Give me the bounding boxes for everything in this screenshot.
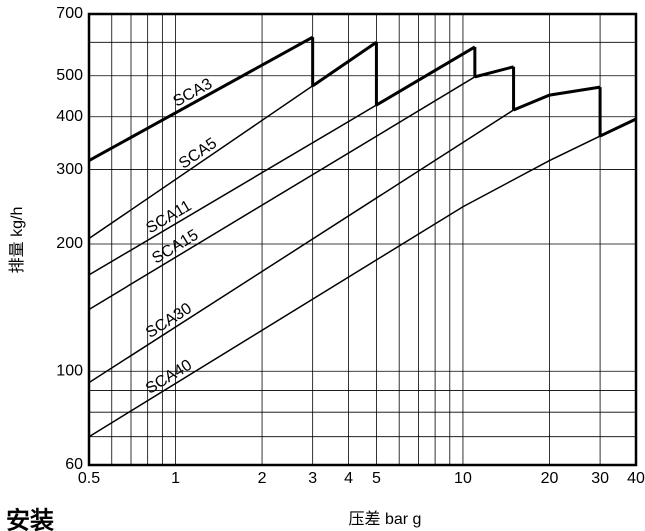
- x-tick-label: 3: [308, 470, 317, 487]
- x-tick-label: 0.5: [78, 470, 100, 487]
- series-line: [88, 118, 637, 438]
- y-axis-title: 排量 kg/h: [8, 207, 26, 274]
- plot-frame: [87, 12, 638, 467]
- x-tick-label: 10: [454, 470, 472, 487]
- x-tick-label: 20: [541, 470, 559, 487]
- x-tick-label: 2: [258, 470, 267, 487]
- y-tick-label: 60: [65, 456, 83, 473]
- envelope-line: [88, 35, 314, 162]
- y-tick-label: 200: [56, 235, 83, 252]
- envelope-line: [375, 45, 476, 107]
- y-tick-label: 100: [56, 362, 83, 379]
- envelope-line: [512, 85, 601, 112]
- envelope-line: [474, 65, 514, 79]
- x-tick-label: 30: [591, 470, 609, 487]
- section-heading: 安装: [6, 506, 54, 531]
- x-tick-label: 5: [372, 470, 381, 487]
- x-tick-label: 40: [627, 470, 645, 487]
- x-axis-title: 压差 bar g: [349, 510, 422, 528]
- series-line: [88, 86, 601, 384]
- x-tick-label: 4: [344, 470, 353, 487]
- envelope-line: [599, 117, 637, 138]
- y-tick-label: 400: [56, 108, 83, 125]
- y-tick-label: 500: [56, 67, 83, 84]
- series-label: SCA40: [143, 357, 195, 398]
- y-tick-label: 700: [56, 5, 83, 22]
- series-label: SCA30: [143, 300, 195, 342]
- x-tick-label: 1: [171, 470, 180, 487]
- series-label: SCA3: [170, 75, 215, 110]
- y-tick-label: 300: [56, 161, 83, 178]
- envelope-line: [311, 41, 378, 88]
